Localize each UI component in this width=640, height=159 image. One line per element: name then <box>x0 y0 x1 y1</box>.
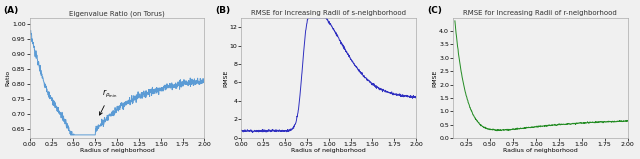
Title: RMSE for Increasing Radii of s-neighborhood: RMSE for Increasing Radii of s-neighborh… <box>252 10 406 16</box>
Y-axis label: Ratio: Ratio <box>6 70 10 86</box>
Y-axis label: RMSE: RMSE <box>223 69 228 86</box>
Title: RMSE for Increasing Radii of r-neighborhood: RMSE for Increasing Radii of r-neighborh… <box>463 10 617 16</box>
Y-axis label: RMSE: RMSE <box>433 69 438 86</box>
X-axis label: Radius of neighborhood: Radius of neighborhood <box>503 149 578 153</box>
Text: (A): (A) <box>4 6 19 15</box>
Text: (B): (B) <box>215 6 230 15</box>
Text: (C): (C) <box>427 6 442 15</box>
Title: Eigenvalue Ratio (on Torus): Eigenvalue Ratio (on Torus) <box>69 10 165 17</box>
X-axis label: Radius of neighborhood: Radius of neighborhood <box>291 149 366 153</box>
Text: $r_{\rho_{\mathrm{min}}}$: $r_{\rho_{\mathrm{min}}}$ <box>100 88 118 115</box>
X-axis label: Radius of neighborhood: Radius of neighborhood <box>80 149 154 153</box>
